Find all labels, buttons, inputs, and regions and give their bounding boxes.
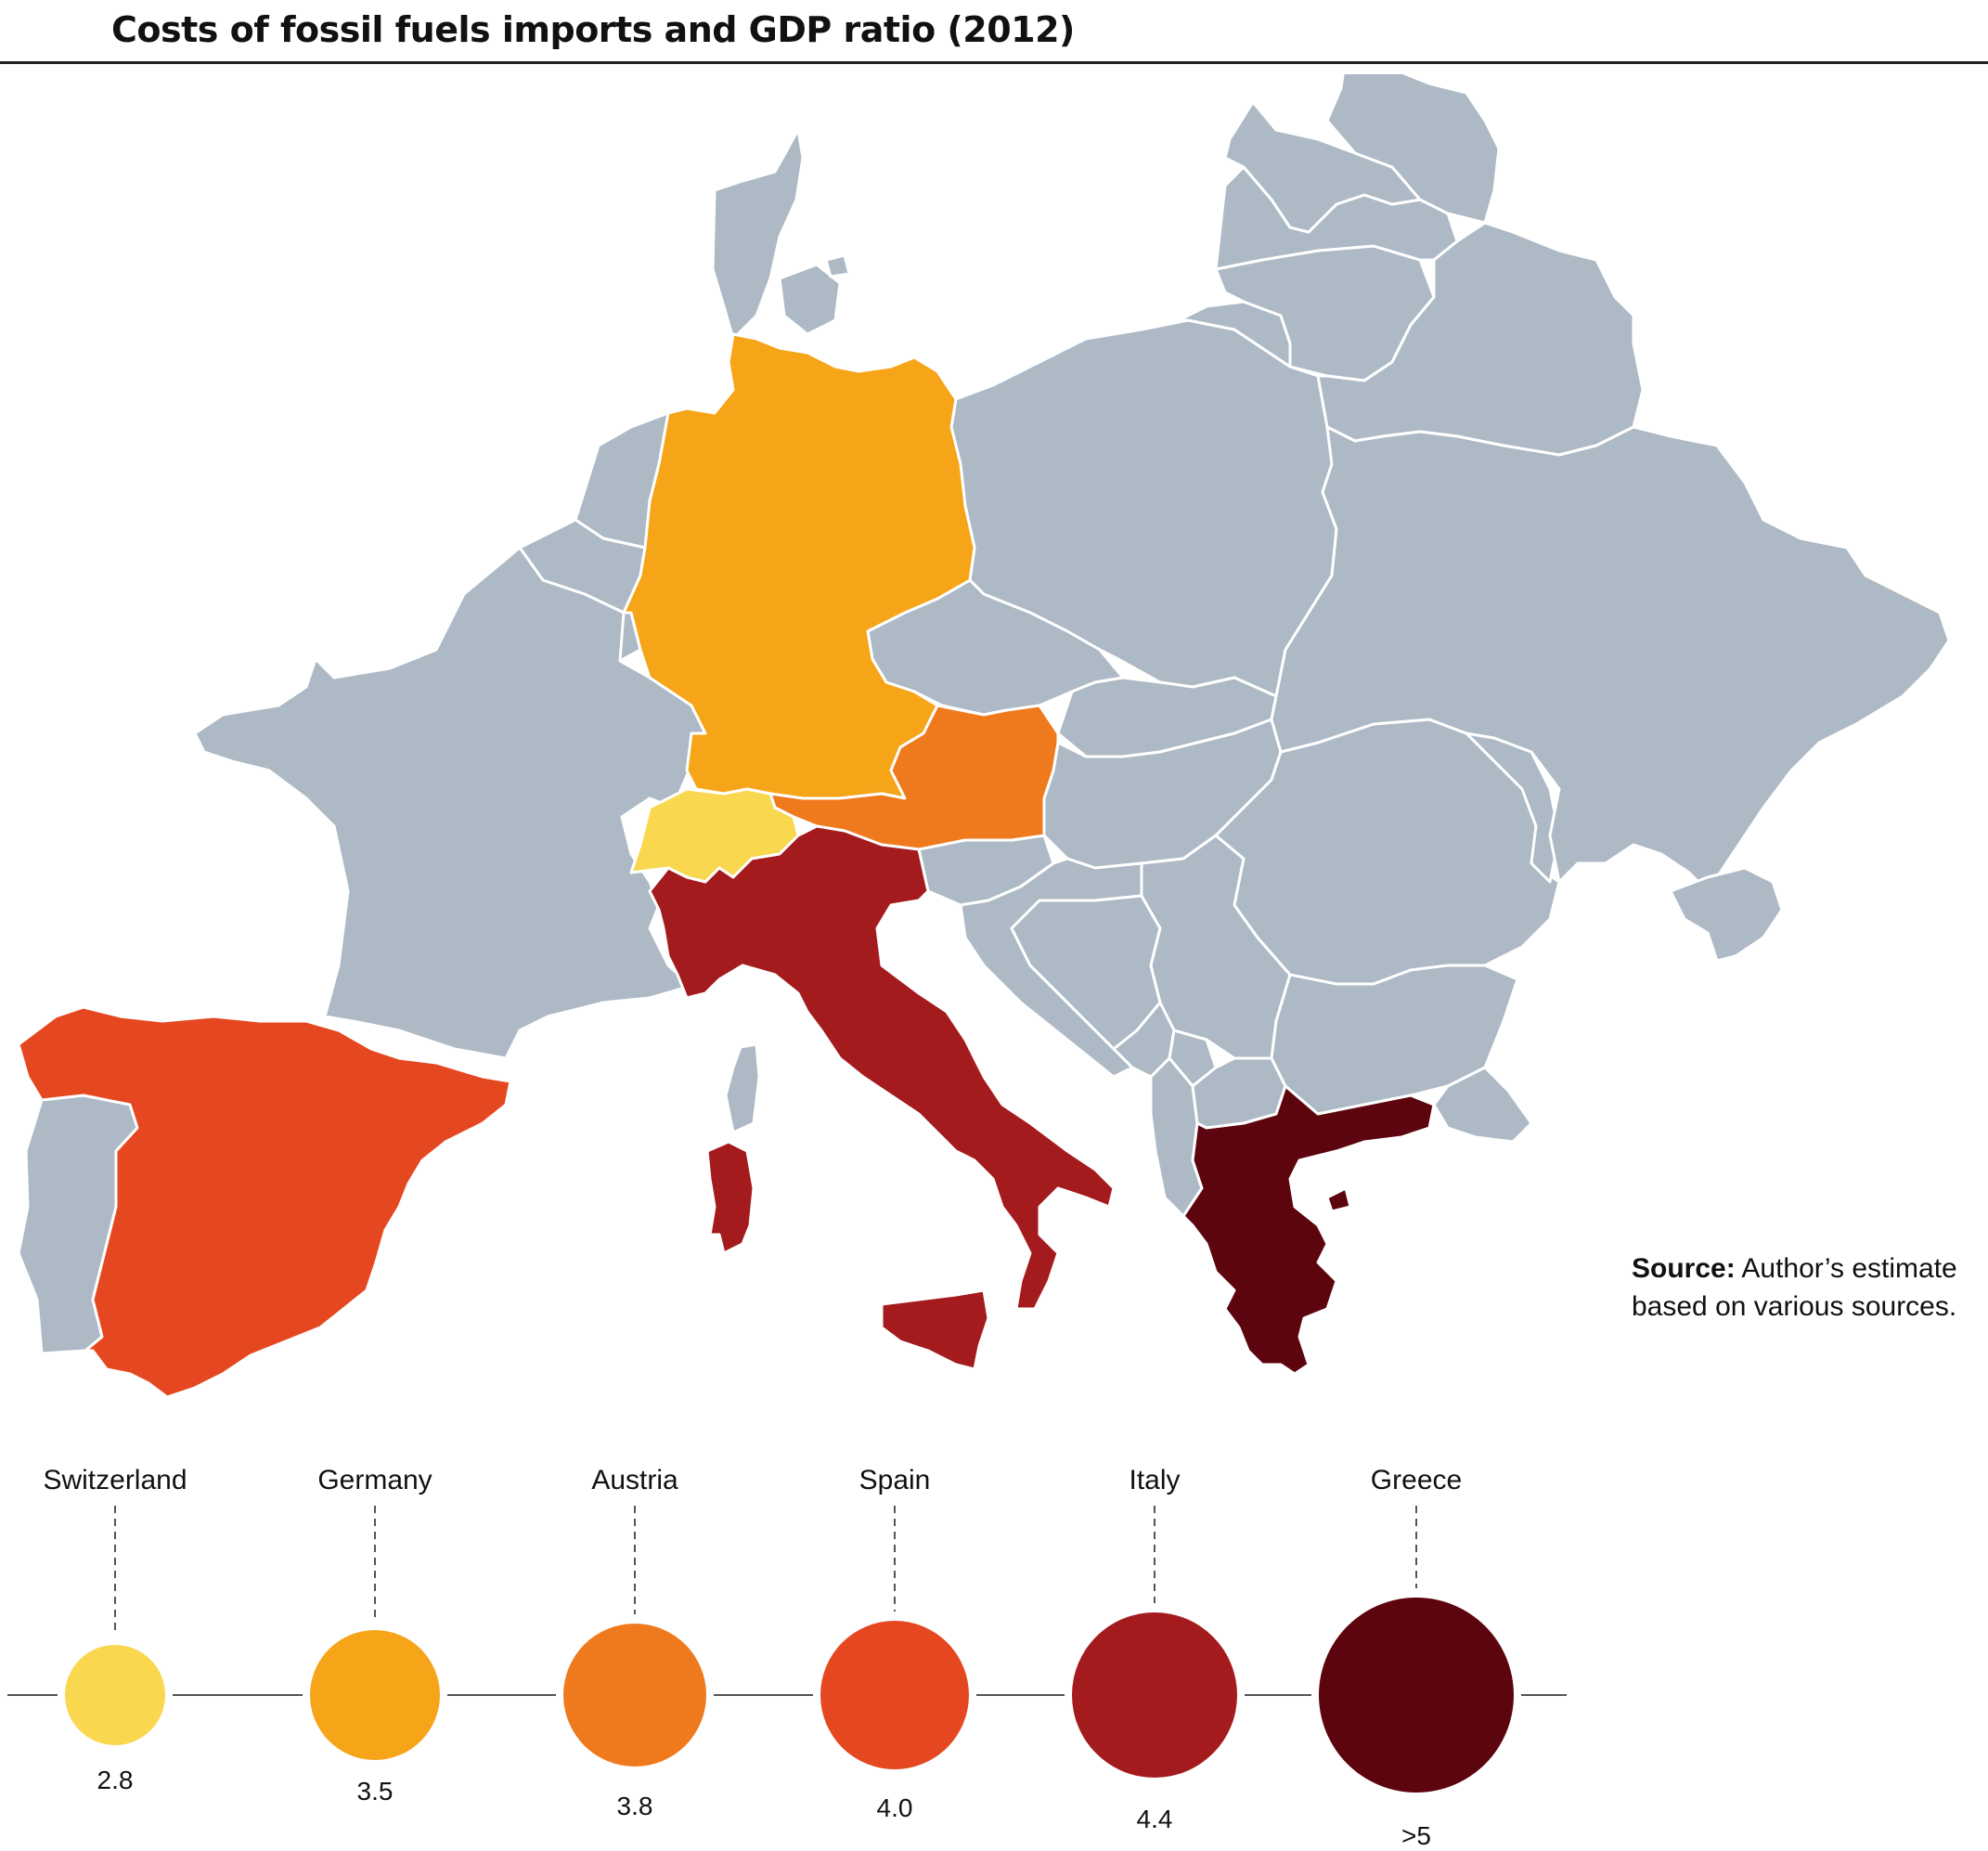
legend-label-austria: Austria [591, 1465, 678, 1495]
legend-bubble-greece [1319, 1598, 1514, 1793]
legend-label-greece: Greece [1370, 1465, 1463, 1495]
country-turkey [1432, 1066, 1533, 1144]
legend-label-germany: Germany [317, 1465, 432, 1495]
legend-bubble-austria [563, 1624, 706, 1767]
country-spain [17, 1005, 512, 1399]
background-countries [17, 74, 1951, 1355]
island-sicily [880, 1288, 990, 1371]
legend-value-germany: 3.5 [356, 1777, 394, 1806]
country-france [193, 546, 707, 1060]
source-note: Source: Author’s estimate based on vario… [1632, 1249, 1984, 1326]
legend-label-italy: Italy [1129, 1465, 1181, 1495]
country-italy [648, 824, 1116, 1311]
country-ukraine [1270, 425, 1951, 893]
country-germany [622, 332, 976, 800]
country-denmark-island [824, 253, 851, 278]
island-crete-fragment [1325, 1186, 1352, 1213]
country-denmark-zealand [778, 263, 842, 336]
legend-bubble-germany [310, 1630, 440, 1760]
country-greece [1181, 1084, 1436, 1376]
legend-value-greece: >5 [1401, 1821, 1431, 1850]
legend-label-spain: Spain [858, 1465, 931, 1495]
highlighted-countries [17, 332, 1436, 1399]
island-sardinia [705, 1140, 755, 1255]
legend-bubble-italy [1072, 1612, 1237, 1778]
legend-value-italy: 4.4 [1136, 1805, 1173, 1833]
source-label: Source: [1632, 1253, 1736, 1284]
europe-map [17, 74, 1951, 1399]
legend-bubble-spain [820, 1621, 969, 1769]
legend-label-switzerland: Switzerland [43, 1465, 187, 1495]
legend-value-switzerland: 2.8 [97, 1766, 134, 1794]
island-corsica [724, 1042, 761, 1134]
country-denmark [711, 128, 805, 341]
source-text: Author’s estimate based on various sourc… [1632, 1253, 1957, 1322]
region-crimea [1669, 866, 1784, 963]
legend-value-austria: 3.8 [616, 1792, 653, 1820]
legend-bubble-switzerland [65, 1645, 165, 1745]
chart-title: Costs of fossil fuels imports and GDP ra… [111, 9, 1075, 50]
country-estonia [1223, 100, 1422, 234]
title-divider [0, 61, 1988, 64]
legend-value-spain: 4.0 [876, 1793, 913, 1822]
